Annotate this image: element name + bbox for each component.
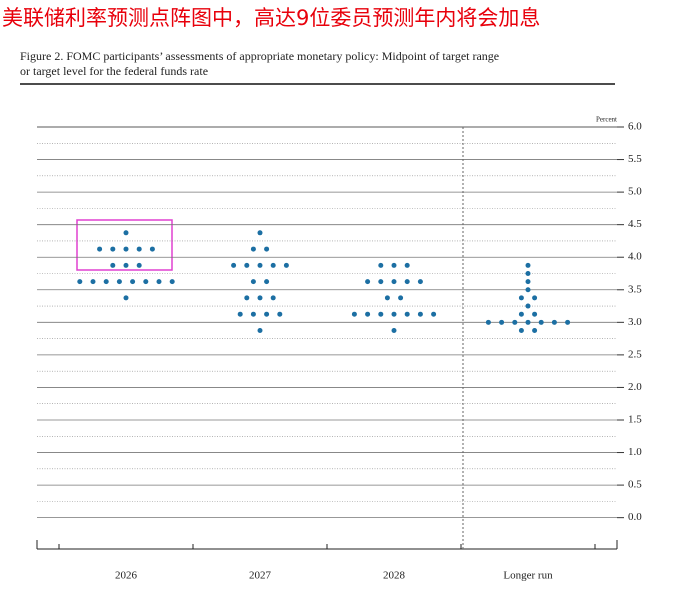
dot [525,319,531,325]
dot [404,311,410,317]
dot [270,295,276,301]
dot [404,262,410,268]
dot [391,262,397,268]
dot [257,262,263,268]
dot [156,279,162,285]
dot [116,279,122,285]
dot [378,311,384,317]
dot [264,311,270,317]
dot [518,295,524,301]
dot [110,246,116,252]
dot [257,230,263,236]
dot [485,319,491,325]
dot [538,319,544,325]
dot [90,279,96,285]
dot [136,246,142,252]
dot [525,279,531,285]
y-tick-label: 3.0 [628,316,642,328]
dot [257,327,263,333]
dot [264,246,270,252]
dot [283,262,289,268]
dot [525,303,531,309]
dot [351,311,357,317]
highlight-box [76,219,173,271]
y-tick-label: 1.0 [628,446,642,458]
dot [518,311,524,317]
dot [499,319,505,325]
dot [270,262,276,268]
dot [237,311,243,317]
dot [277,311,283,317]
dot [103,279,109,285]
dot [143,279,149,285]
dot [123,230,129,236]
y-tick-label: 6.0 [628,121,642,133]
dot [532,295,538,301]
y-tick-label: 0.5 [628,479,642,491]
dot [417,279,423,285]
dot [244,262,250,268]
dot [169,279,175,285]
dot [525,287,531,293]
dot [130,279,136,285]
dot [391,311,397,317]
y-tick-label: 2.0 [628,381,642,393]
chart-title: or target level for the federal funds ra… [20,64,208,78]
dot [231,262,237,268]
dot [123,262,129,268]
dot [391,279,397,285]
dot [532,327,538,333]
y-tick-label: 4.5 [628,218,642,230]
dot [378,262,384,268]
dot [244,295,250,301]
dot [551,319,557,325]
dot [398,295,404,301]
dot [384,295,390,301]
y-tick-label: 5.5 [628,153,642,165]
dot [365,279,371,285]
dot [565,319,571,325]
dot [264,279,270,285]
dot [525,262,531,268]
dot [532,311,538,317]
dot [512,319,518,325]
dot [250,311,256,317]
x-tick-label: 2027 [249,570,272,582]
dot [525,270,531,276]
dot [149,246,155,252]
header: 美联储利率预测点阵图中，高达9位委员预测年内将会加息 [2,6,540,30]
dot [431,311,437,317]
y-tick-label: 5.0 [628,186,642,198]
y-tick-label: 4.0 [628,251,642,263]
x-tick-label: 2028 [383,570,406,582]
chart-title: Figure 2. FOMC participants’ assessments… [20,49,499,63]
dot [77,279,83,285]
dot [404,279,410,285]
x-tick-label: 2026 [115,570,138,582]
dot [257,295,263,301]
y-axis-label: Percent [596,116,617,124]
dot [250,279,256,285]
dot [110,262,116,268]
y-tick-label: 2.5 [628,348,642,360]
x-tick-label: Longer run [503,570,553,582]
dot [123,246,129,252]
dot [365,311,371,317]
dot [123,295,129,301]
dot [250,246,256,252]
dot [518,327,524,333]
dot [391,327,397,333]
dot [378,279,384,285]
dot [97,246,103,252]
dot [417,311,423,317]
y-tick-label: 3.5 [628,283,642,295]
dot [136,262,142,268]
y-tick-label: 1.5 [628,414,642,426]
y-tick-label: 0.0 [628,511,642,523]
